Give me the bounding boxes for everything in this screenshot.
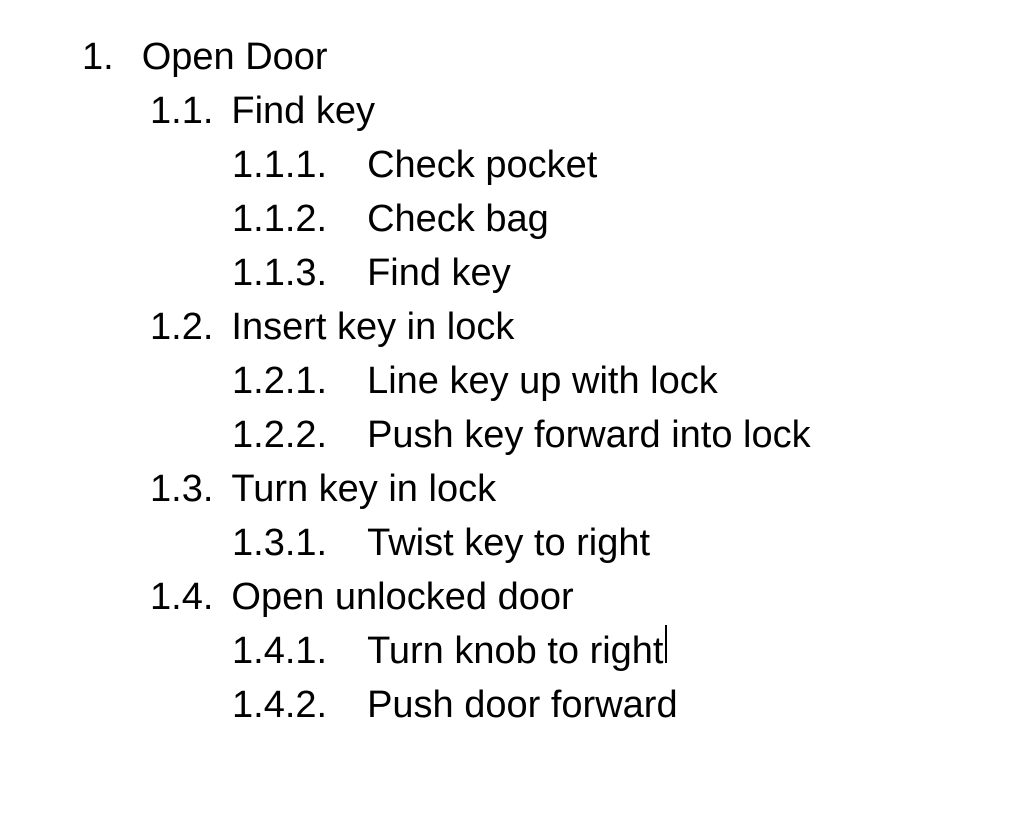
item-text: Push key forward into lock — [367, 408, 811, 462]
list-item[interactable]: 1.4.1. Turn knob to right — [40, 624, 969, 678]
item-text: Find key — [367, 246, 511, 300]
item-number: 1.1.1. — [232, 138, 327, 192]
item-number: 1.2.2. — [232, 408, 327, 462]
item-number: 1.1.2. — [232, 192, 327, 246]
item-number: 1.3. — [150, 462, 213, 516]
item-number: 1.4. — [150, 570, 213, 624]
item-text: Check pocket — [367, 138, 597, 192]
list-item[interactable]: 1.1.1. Check pocket — [40, 138, 969, 192]
list-item[interactable]: 1.3. Turn key in lock — [40, 462, 969, 516]
item-number: 1.2.1. — [232, 354, 327, 408]
outline-list[interactable]: 1.Open Door1.1.Find key1.1.1.Check pocke… — [0, 0, 1009, 762]
item-text: Open unlocked door — [231, 570, 573, 624]
list-item[interactable]: 1.2.2. Push key forward into lock — [40, 408, 969, 462]
list-item[interactable]: 1.2. Insert key in lock — [40, 300, 969, 354]
list-item[interactable]: 1.4.2. Push door forward — [40, 678, 969, 732]
list-item[interactable]: 1.3.1. Twist key to right — [40, 516, 969, 570]
text-cursor — [665, 625, 667, 663]
item-text: Push door forward — [367, 678, 678, 732]
item-text: Turn knob to right — [367, 624, 663, 678]
list-item[interactable]: 1.1.3. Find key — [40, 246, 969, 300]
item-text: Open Door — [142, 30, 328, 84]
item-number: 1.1.3. — [232, 246, 327, 300]
item-text: Turn key in lock — [231, 462, 496, 516]
item-text: Line key up with lock — [367, 354, 718, 408]
item-text: Twist key to right — [367, 516, 650, 570]
item-number: 1.4.1. — [232, 624, 327, 678]
list-item[interactable]: 1.2.1. Line key up with lock — [40, 354, 969, 408]
list-item[interactable]: 1. Open Door — [40, 30, 969, 84]
item-number: 1. — [82, 30, 114, 84]
item-text: Check bag — [367, 192, 549, 246]
item-number: 1.4.2. — [232, 678, 327, 732]
list-item[interactable]: 1.1.2. Check bag — [40, 192, 969, 246]
list-item[interactable]: 1.1. Find key — [40, 84, 969, 138]
list-item[interactable]: 1.4. Open unlocked door — [40, 570, 969, 624]
item-text: Insert key in lock — [231, 300, 514, 354]
item-number: 1.2. — [150, 300, 213, 354]
item-number: 1.3.1. — [232, 516, 327, 570]
item-text: Find key — [231, 84, 375, 138]
item-number: 1.1. — [150, 84, 213, 138]
